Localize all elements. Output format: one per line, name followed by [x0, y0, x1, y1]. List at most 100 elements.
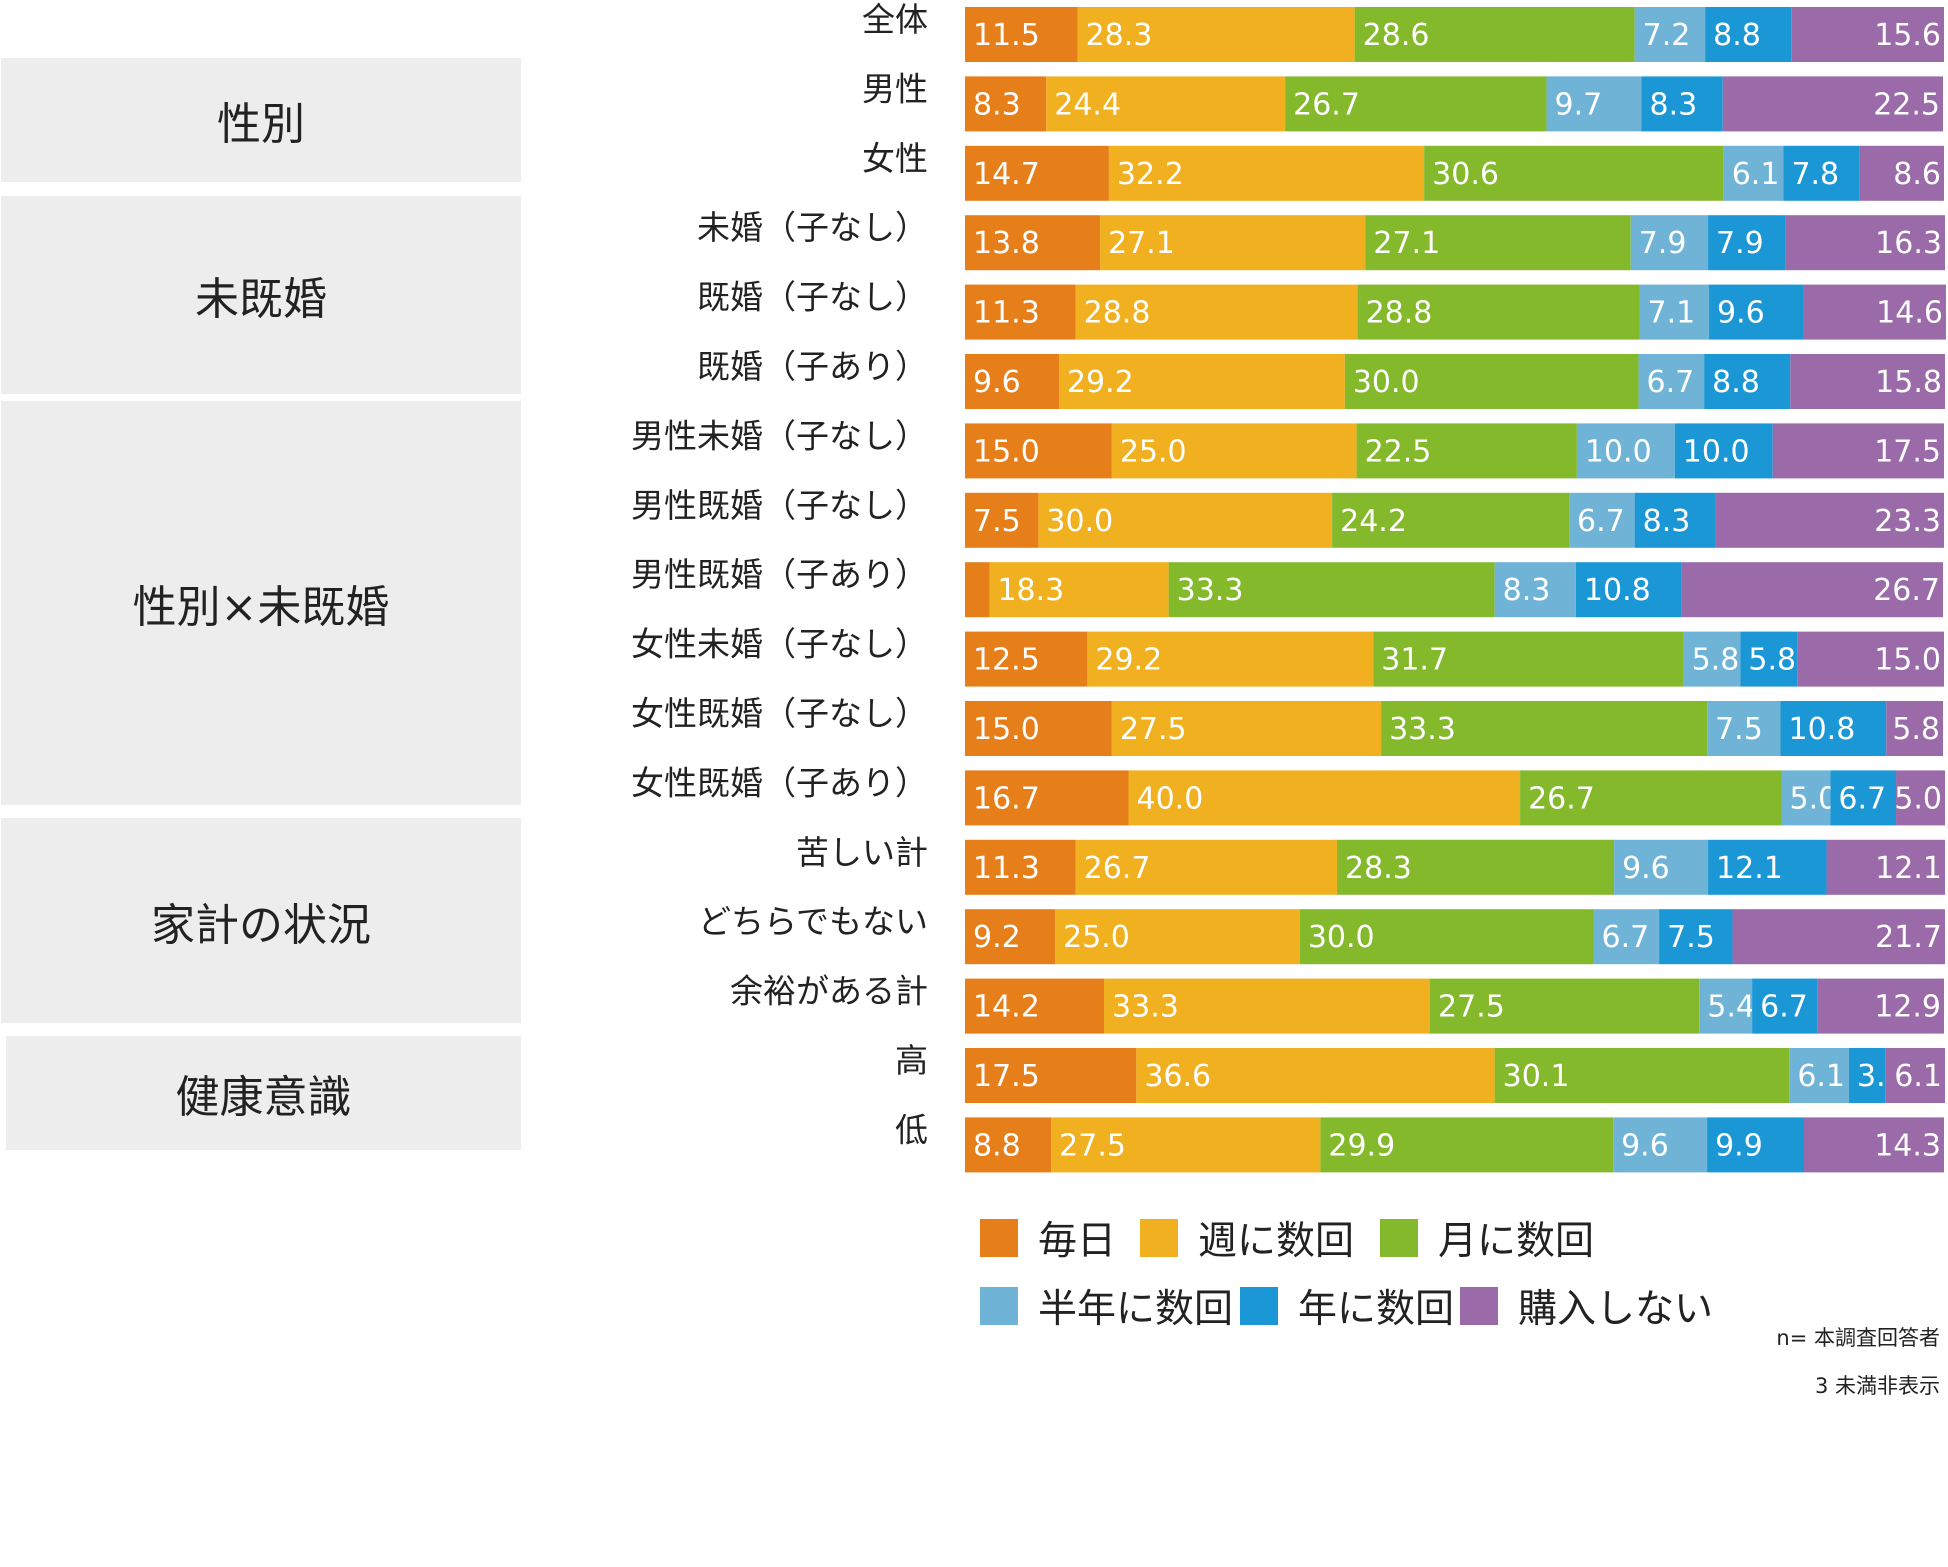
bar-segment: [1859, 145, 1944, 201]
category-label: 既婚（子なし）: [697, 278, 928, 317]
legend-item: 年に数回: [1240, 1278, 1454, 1334]
bar-segment: [965, 492, 1039, 548]
data-label: 15.8: [1875, 365, 1942, 400]
data-label: 9.6: [973, 365, 1021, 400]
data-label: 32.2: [1117, 157, 1184, 192]
data-label: 7.5: [1667, 920, 1715, 955]
group-label: 家計の状況: [1, 818, 521, 1023]
bar-segment: [1546, 76, 1642, 132]
data-label: 27.5: [1438, 990, 1505, 1025]
data-label: 36.6: [1144, 1059, 1211, 1094]
bar-segment: [965, 145, 1109, 201]
bar-segment: [965, 909, 1056, 965]
legend-label: 月に数回: [1438, 1219, 1595, 1264]
bar-segment: [1285, 76, 1547, 132]
data-label: 15.0: [973, 712, 1040, 747]
bar-segment: [965, 423, 1112, 479]
bar-segment: [1707, 701, 1781, 756]
bar-segment: [1100, 215, 1366, 271]
data-label: 12.1: [1716, 851, 1783, 886]
data-label: 17.5: [973, 1059, 1040, 1094]
bar-segment: [1783, 145, 1860, 201]
bar-segment: [1108, 145, 1425, 201]
data-label: 15.0: [973, 434, 1040, 469]
bar-segment: [1354, 7, 1635, 62]
category-label: 苦しい計: [796, 833, 928, 872]
data-label: 8.8: [1712, 365, 1760, 400]
bar-segment: [1803, 284, 1946, 340]
data-label: 6.7: [1760, 990, 1808, 1025]
data-label: 15.0: [1874, 643, 1941, 678]
bar-segment: [1886, 701, 1944, 756]
bar-segment: [965, 284, 1076, 340]
legend-swatch: [1140, 1219, 1178, 1257]
data-label: 28.3: [1086, 18, 1153, 53]
data-label: 28.3: [1345, 851, 1412, 886]
bar-segment: [1430, 978, 1700, 1034]
data-label: 30.0: [1046, 504, 1113, 539]
bar-segment: [1104, 978, 1431, 1034]
sample-note: n= 本調査回答者: [1776, 1326, 1940, 1350]
data-label: 14.6: [1876, 296, 1943, 331]
legend-item: 週に数回: [1140, 1210, 1354, 1266]
data-label: 26.7: [1528, 781, 1595, 816]
legend-swatch: [980, 1287, 1018, 1325]
bar-segment: [1785, 215, 1945, 271]
category-label: 未婚（子なし）: [697, 208, 928, 247]
bar-segment: [1817, 978, 1944, 1034]
data-label: 18.3: [997, 573, 1064, 608]
data-label: 23.3: [1874, 504, 1941, 539]
bar-segment: [965, 7, 1078, 62]
data-label: 14.2: [973, 990, 1040, 1025]
data-label: 11.5: [973, 18, 1040, 53]
legend-swatch: [980, 1219, 1018, 1257]
bar-segment: [1659, 909, 1733, 965]
data-label: 5.8: [1692, 643, 1740, 678]
data-label: 24.4: [1054, 87, 1121, 122]
legend-swatch: [1460, 1287, 1498, 1325]
data-label: 11.3: [973, 851, 1040, 886]
bar-segment: [1752, 978, 1818, 1034]
data-label: 6.7: [1577, 504, 1625, 539]
data-label: 10.8: [1789, 712, 1856, 747]
data-label: 12.1: [1875, 851, 1942, 886]
bar-segment: [1569, 492, 1635, 548]
data-label: 5.8: [1892, 712, 1940, 747]
data-label: 28.8: [1366, 296, 1433, 331]
data-label: 9.7: [1555, 87, 1603, 122]
category-label: 男性: [862, 69, 928, 108]
bar-segment: [1704, 354, 1791, 409]
data-label: 28.6: [1363, 18, 1430, 53]
bar-segment: [1111, 423, 1357, 479]
threshold-note: 3 未満非表示: [1814, 1374, 1940, 1398]
data-label: 40.0: [1136, 781, 1203, 816]
bar-segment: [1365, 215, 1631, 271]
data-label: 6.1: [1797, 1059, 1845, 1094]
data-label: 29.2: [1067, 365, 1134, 400]
bar-segment: [1357, 284, 1640, 340]
bar-segment: [965, 770, 1129, 826]
data-label: 7.5: [1715, 712, 1763, 747]
data-label: 6.7: [1838, 781, 1886, 816]
bar-segment: [1614, 839, 1709, 895]
bar-segment: [965, 1048, 1137, 1103]
data-label: 6.7: [1647, 365, 1695, 400]
data-label: 30.0: [1353, 365, 1420, 400]
category-label: 低: [895, 1110, 928, 1149]
bar-segment: [965, 701, 1112, 756]
bar-segment: [1168, 562, 1495, 618]
bar-segment: [1683, 631, 1741, 687]
data-label: 5.0: [1894, 781, 1942, 816]
data-label: 14.7: [973, 157, 1040, 192]
data-label: 12.5: [973, 643, 1040, 678]
bar-segment: [1320, 1117, 1614, 1173]
bar-segment: [1634, 492, 1716, 548]
legend-label: 毎日: [1038, 1219, 1117, 1264]
data-label: 8.3: [973, 87, 1021, 122]
data-label: 30.1: [1503, 1059, 1570, 1094]
bar-segment: [1641, 76, 1723, 132]
bar-segment: [1639, 284, 1710, 340]
bar-segment: [1790, 354, 1945, 409]
category-label: 全体: [862, 0, 928, 39]
data-label: 8.3: [1643, 504, 1691, 539]
